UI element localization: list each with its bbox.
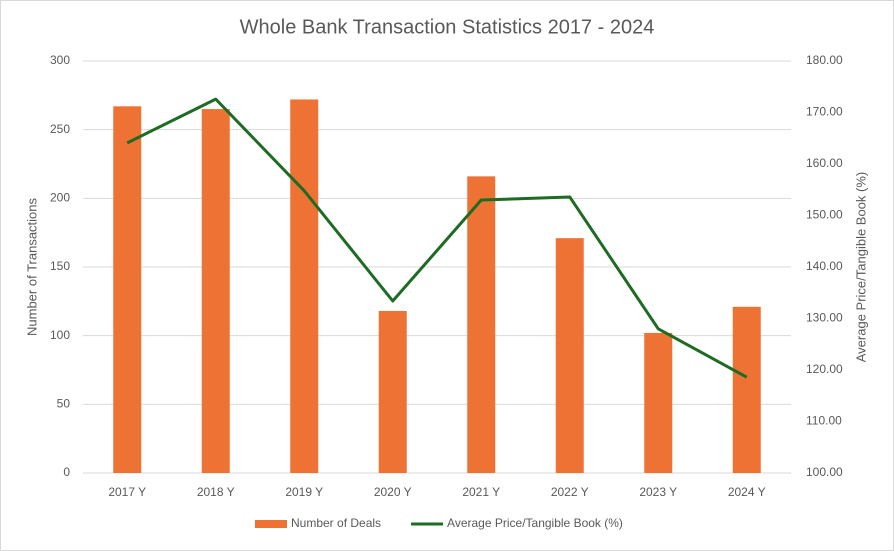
y2-tick-label: 150.00 xyxy=(806,208,843,222)
x-tick-label: 2017 Y xyxy=(108,485,146,499)
legend-label: Number of Deals xyxy=(291,516,381,530)
legend-swatch xyxy=(255,520,287,528)
bar xyxy=(644,332,673,473)
bar xyxy=(732,306,761,473)
chart-title: Whole Bank Transaction Statistics 2017 -… xyxy=(240,16,655,38)
y2-tick-label: 180.00 xyxy=(806,53,843,67)
bar xyxy=(378,310,407,473)
y2-tick-label: 130.00 xyxy=(806,311,843,325)
bar xyxy=(555,238,584,473)
y2-tick-label: 100.00 xyxy=(806,465,843,479)
bar xyxy=(290,99,319,473)
x-tick-label: 2019 Y xyxy=(285,485,323,499)
x-tick-label: 2020 Y xyxy=(374,485,412,499)
x-tick-label: 2022 Y xyxy=(551,485,589,499)
x-tick-label: 2023 Y xyxy=(639,485,677,499)
bar xyxy=(467,176,496,474)
y-tick-label: 250 xyxy=(50,122,70,136)
y2-tick-label: 110.00 xyxy=(806,414,842,428)
y2-axis-label: Average Price/Tangible Book (%) xyxy=(853,172,868,363)
y-tick-label: 0 xyxy=(63,465,70,479)
y-tick-label: 50 xyxy=(57,397,71,411)
x-tick-label: 2021 Y xyxy=(462,485,500,499)
legend-label: Average Price/Tangible Book (%) xyxy=(447,516,623,530)
line xyxy=(126,97,748,379)
y-tick-label: 150 xyxy=(50,259,70,273)
y-axis-label: Number of Transactions xyxy=(24,198,39,337)
y2-tick-label: 120.00 xyxy=(806,362,843,376)
y2-tick-label: 170.00 xyxy=(806,105,843,119)
x-tick-label: 2018 Y xyxy=(197,485,235,499)
bar xyxy=(201,109,230,474)
y2-tick-label: 160.00 xyxy=(806,156,843,170)
y-tick-label: 100 xyxy=(50,328,70,342)
y-tick-label: 300 xyxy=(50,53,70,67)
y2-tick-label: 140.00 xyxy=(806,259,843,273)
bar xyxy=(113,106,142,473)
x-tick-label: 2024 Y xyxy=(728,485,766,499)
y-tick-label: 200 xyxy=(50,191,70,205)
